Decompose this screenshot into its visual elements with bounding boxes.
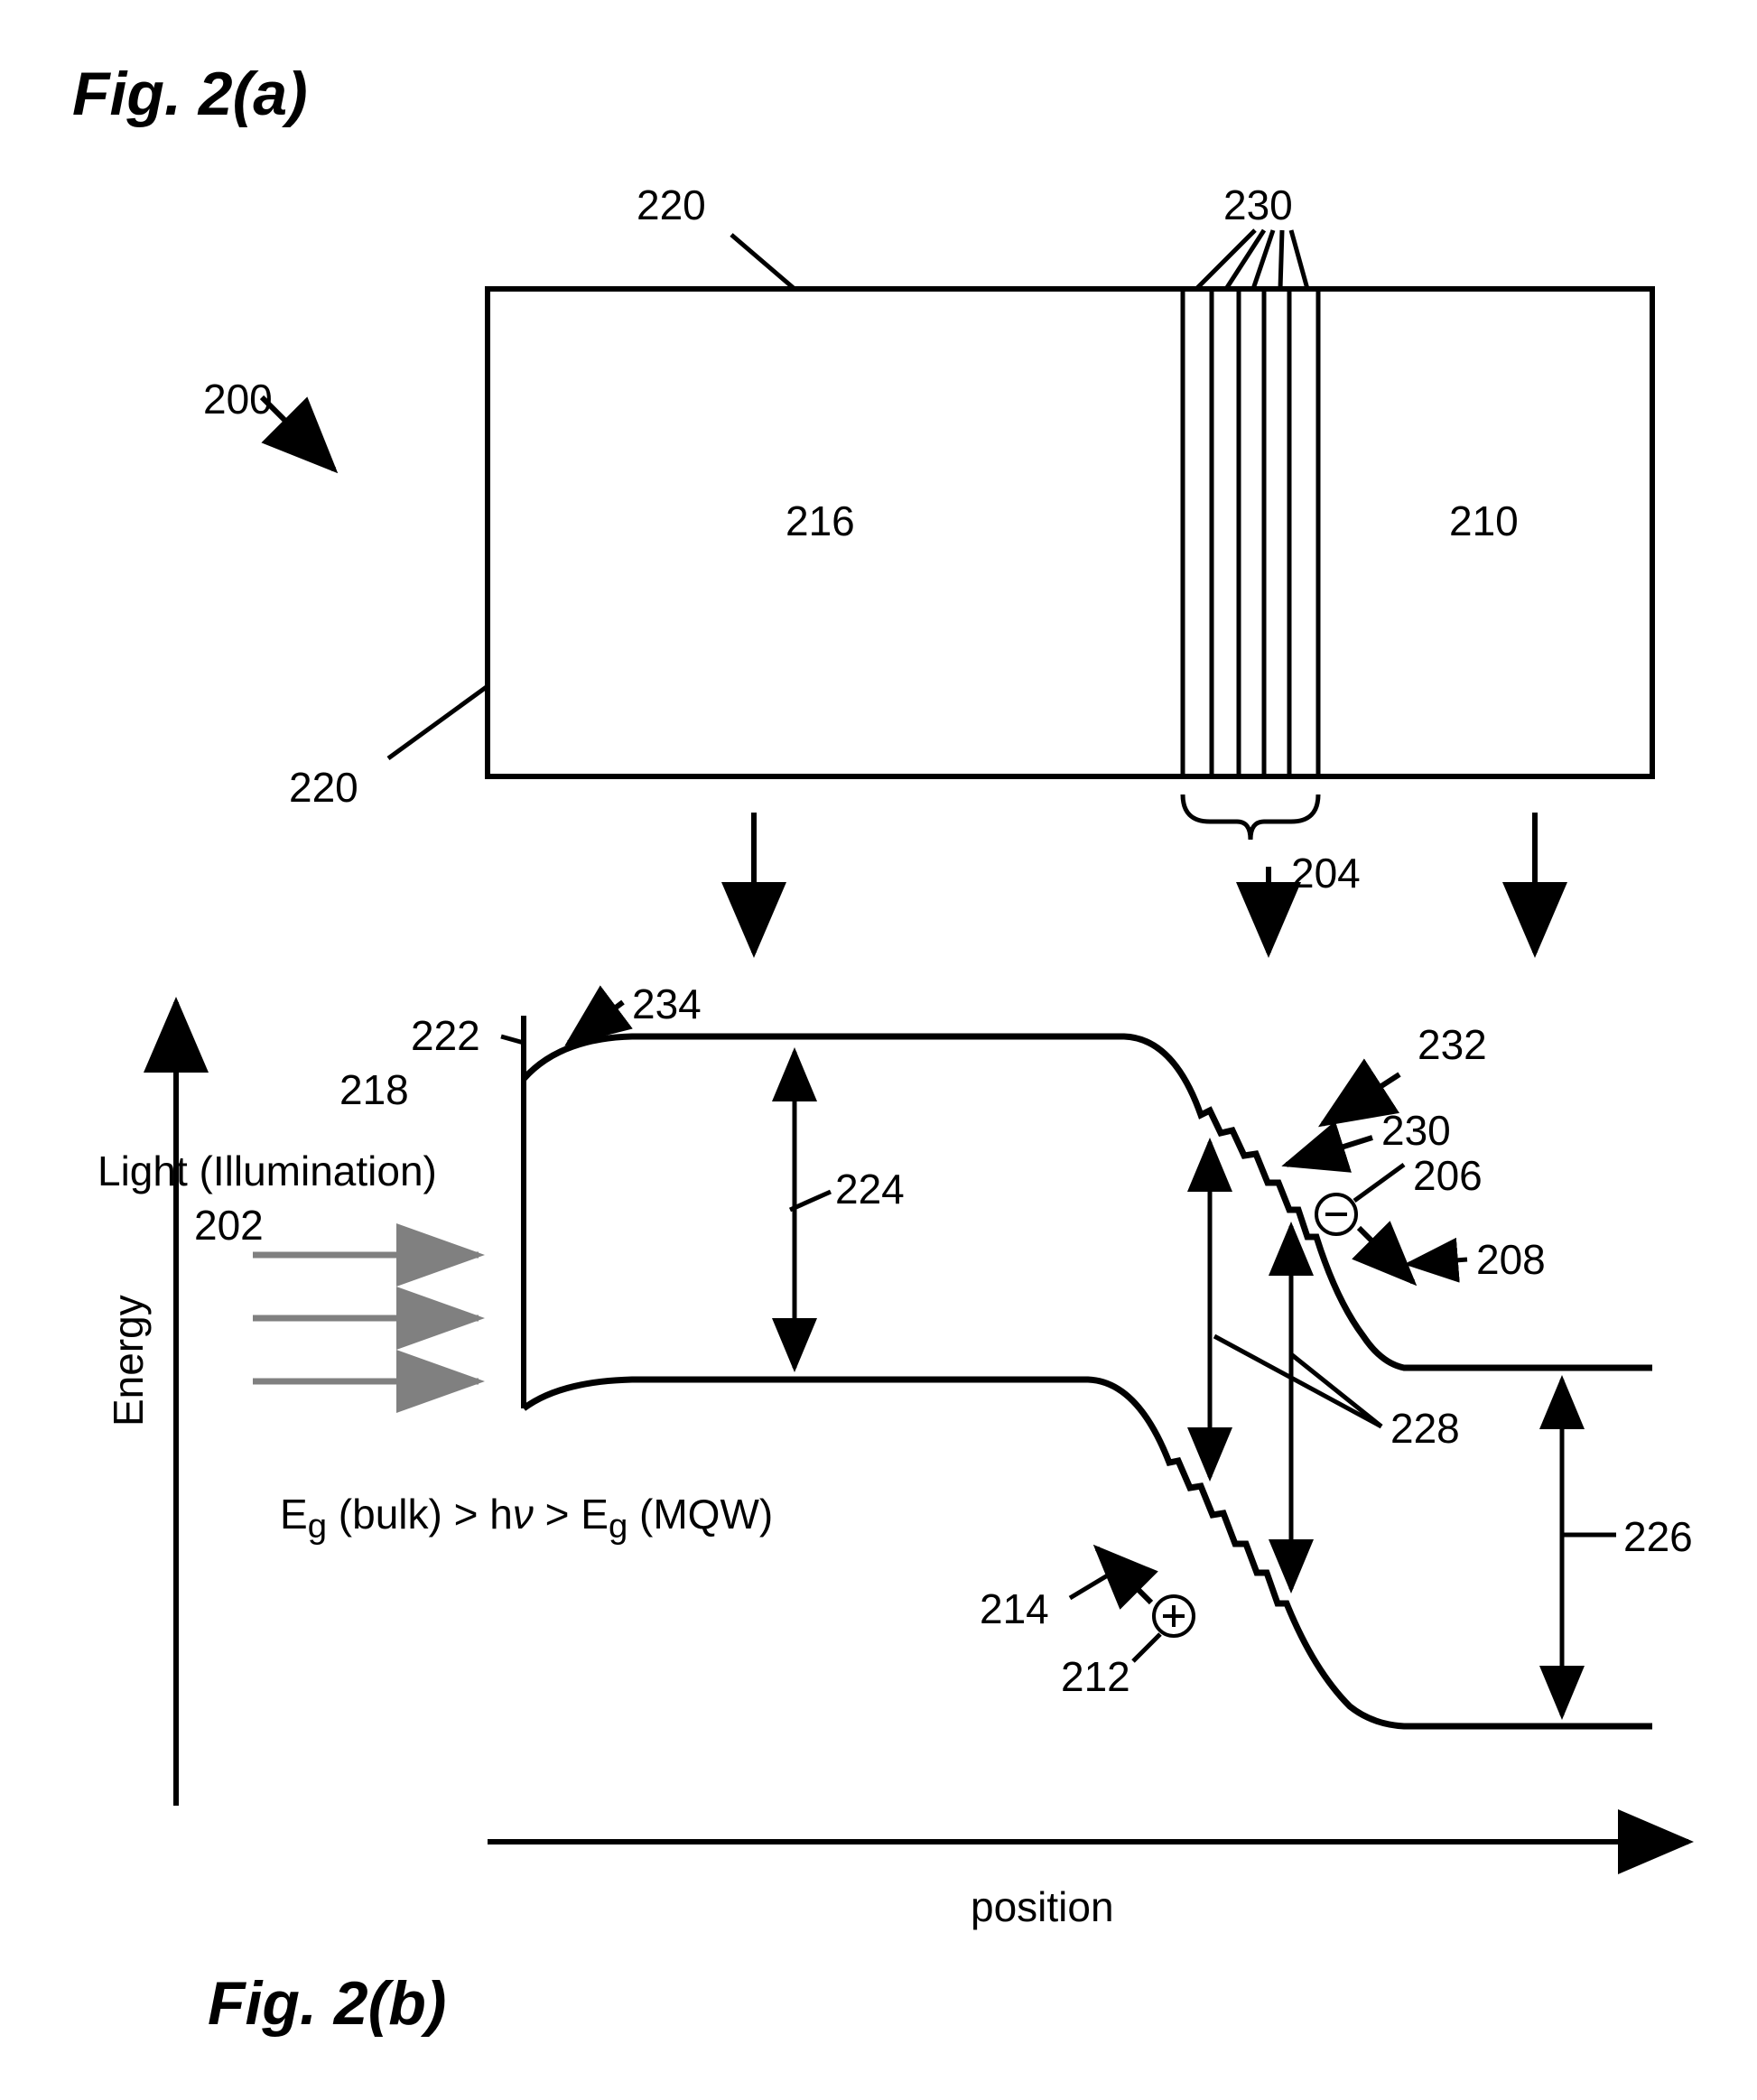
brace-204 [1183,794,1318,840]
eq-nu: ν [513,1491,534,1538]
label-230-top: 230 [1223,181,1293,229]
label-214: 214 [980,1584,1049,1633]
leader-214 [1070,1571,1115,1598]
label-light: Light (Illumination) [98,1147,437,1195]
leader-228-2 [1214,1336,1381,1426]
label-210: 210 [1449,497,1519,545]
electron-arrow [1359,1228,1413,1282]
diagram-svg [0,0,1757,2100]
leader-206 [1354,1165,1404,1201]
label-200: 200 [203,375,273,423]
eq-bulk: (bulk) > h [327,1491,513,1538]
leader-220-left [388,686,488,758]
arrow-200 [262,397,334,469]
conduction-band [524,1036,1652,1368]
label-222: 222 [411,1011,480,1060]
leader-212 [1133,1634,1160,1661]
label-220-top: 220 [637,181,706,229]
leader-222 [501,1036,524,1043]
label-228: 228 [1390,1404,1460,1453]
eq-g1: g [308,1507,327,1546]
label-232: 232 [1418,1020,1487,1069]
leader-228-1 [1291,1354,1381,1426]
leader-230 [1291,230,1307,289]
leader-230 [1280,230,1282,289]
eq-g2: g [609,1507,628,1546]
label-218: 218 [339,1065,409,1114]
label-234: 234 [632,980,702,1028]
label-230-bottom: 230 [1381,1106,1451,1155]
label-202: 202 [194,1201,264,1250]
equation: Eg (bulk) > hν > Eg (MQW) [280,1490,773,1547]
eq-eg1: E [280,1491,308,1538]
label-216: 216 [786,497,855,545]
label-204: 204 [1291,849,1361,897]
arrow-230-bottom [1287,1138,1372,1165]
x-axis-label: position [971,1882,1114,1931]
leader-220-top [731,235,795,289]
label-206: 206 [1413,1151,1483,1200]
label-224: 224 [835,1165,905,1213]
y-axis-label: Energy [104,1295,153,1426]
eq-gt: > E [534,1491,609,1538]
label-226: 226 [1623,1512,1693,1561]
label-212: 212 [1061,1652,1130,1701]
leader-208 [1408,1259,1467,1264]
label-208: 208 [1476,1235,1546,1284]
label-220-left: 220 [289,763,358,812]
eq-mqw: (MQW) [628,1491,773,1538]
